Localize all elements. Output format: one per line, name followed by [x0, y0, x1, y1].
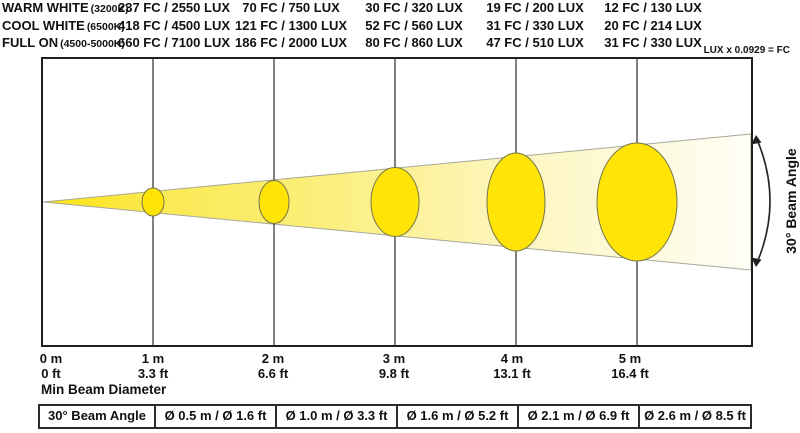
- distance-label-5m-ft: 16.4 ft: [611, 366, 649, 381]
- beam-spot-2m: [258, 180, 290, 224]
- beam-spot-3m: [370, 167, 420, 237]
- photometry-value-1m: 418 FC / 4500 LUX: [118, 18, 230, 33]
- photometry-value-2m: 121 FC / 1300 LUX: [235, 18, 347, 33]
- kelvin-label: (4500-5000K): [60, 38, 125, 50]
- lux-fc-conversion-note: LUX x 0.0929 = FC: [703, 45, 790, 56]
- photometry-value-3m: 80 FC / 860 LUX: [365, 35, 463, 50]
- distance-label-5m-m: 5 m: [618, 351, 642, 366]
- kelvin-label: (3200K): [90, 3, 129, 15]
- photometry-value-1m: 237 FC / 2550 LUX: [118, 0, 230, 15]
- photometry-value-2m: 70 FC / 750 LUX: [242, 0, 340, 15]
- beam-diameter-cell-5m: Ø 2.6 m / Ø 8.5 ft: [638, 406, 750, 427]
- photometry-value-5m: 31 FC / 330 LUX: [604, 35, 702, 50]
- beam-diameter-cell-2m: Ø 1.0 m / Ø 3.3 ft: [275, 406, 396, 427]
- source-label: FULL ON: [2, 35, 59, 50]
- min-beam-diameter-label: Min Beam Diameter: [41, 382, 167, 397]
- beam-table-header: 30° Beam Angle: [48, 408, 146, 423]
- beam-spot-4m: [486, 152, 546, 252]
- distance-label-3m-m: 3 m: [382, 351, 406, 366]
- distance-label-4m-ft: 13.1 ft: [493, 366, 531, 381]
- photometry-value-4m: 19 FC / 200 LUX: [486, 0, 584, 15]
- photometry-value-4m: 47 FC / 510 LUX: [486, 35, 584, 50]
- distance-label-0m-m: 0 m: [39, 351, 63, 366]
- beam-diameter-cell-1m: Ø 0.5 m / Ø 1.6 ft: [154, 406, 275, 427]
- beam-diameter-cell-4m: Ø 2.1 m / Ø 6.9 ft: [517, 406, 638, 427]
- beam-diameter-cell-3m: Ø 1.6 m / Ø 5.2 ft: [396, 406, 517, 427]
- distance-label-2m-ft: 6.6 ft: [257, 366, 289, 381]
- photometry-value-4m: 31 FC / 330 LUX: [486, 18, 584, 33]
- photometry-value-3m: 52 FC / 560 LUX: [365, 18, 463, 33]
- photometry-row-warm-white: WARM WHITE (3200K) 237 FC / 2550 LUX 70 F…: [0, 0, 800, 15]
- photometry-value-3m: 30 FC / 320 LUX: [365, 0, 463, 15]
- distance-label-2m-m: 2 m: [261, 351, 285, 366]
- distance-label-1m-m: 1 m: [141, 351, 165, 366]
- beam-angle-arc-icon: [751, 135, 771, 267]
- photometry-row-full-on: FULL ON (4500-5000K) 660 FC / 7100 LUX 18…: [0, 35, 800, 50]
- photometry-row-cool-white: COOL WHITE (6500K) 418 FC / 4500 LUX 121 …: [0, 18, 800, 33]
- beam-spot-1m: [141, 187, 165, 217]
- distance-label-4m-m: 4 m: [500, 351, 524, 366]
- beam-angle-label: 30° Beam Angle: [783, 148, 799, 254]
- beam-diagram: [41, 57, 753, 347]
- source-label: WARM WHITE: [2, 0, 89, 15]
- photometry-value-2m: 186 FC / 2000 LUX: [235, 35, 347, 50]
- source-label: COOL WHITE: [2, 18, 85, 33]
- photometry-value-5m: 12 FC / 130 LUX: [604, 0, 702, 15]
- kelvin-label: (6500K): [86, 21, 125, 33]
- photometry-value-1m: 660 FC / 7100 LUX: [118, 35, 230, 50]
- distance-label-3m-ft: 9.8 ft: [378, 366, 410, 381]
- beam-spot-5m: [596, 142, 678, 262]
- photometry-value-5m: 20 FC / 214 LUX: [604, 18, 702, 33]
- distance-label-1m-ft: 3.3 ft: [137, 366, 169, 381]
- distance-label-0m-ft: 0 ft: [41, 366, 61, 381]
- beam-diagram-canvas: [43, 59, 751, 345]
- beam-diameter-table: 30° Beam Angle Ø 0.5 m / Ø 1.6 ft Ø 1.0 …: [38, 404, 752, 429]
